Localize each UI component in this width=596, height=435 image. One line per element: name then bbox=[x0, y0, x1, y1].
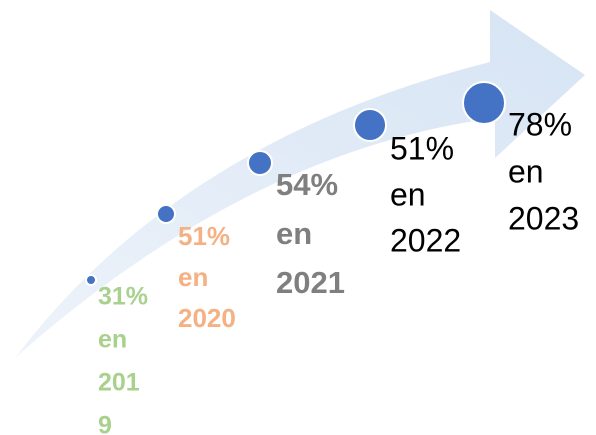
label-line: 51% bbox=[178, 221, 230, 251]
dot bbox=[156, 204, 176, 224]
label-line: 9 bbox=[98, 412, 112, 435]
label-line: 2022 bbox=[390, 222, 461, 258]
dot bbox=[85, 274, 97, 286]
arrow bbox=[15, 10, 585, 358]
label-line: en bbox=[178, 262, 208, 292]
dot bbox=[462, 81, 506, 125]
label-line: en bbox=[390, 176, 426, 212]
label-line: 2020 bbox=[178, 303, 236, 333]
dot bbox=[353, 108, 387, 142]
label-line: en bbox=[276, 216, 312, 251]
label-line: en bbox=[508, 153, 544, 189]
label-line: 31% bbox=[98, 283, 148, 311]
label-line: en bbox=[98, 326, 127, 354]
label-line: 78% bbox=[508, 106, 572, 142]
label-line: 2023 bbox=[508, 200, 579, 236]
label-line: 51% bbox=[390, 130, 454, 166]
label-line: 2021 bbox=[276, 265, 345, 300]
label-line: 201 bbox=[98, 369, 140, 397]
label-line: 54% bbox=[276, 167, 338, 202]
dot bbox=[247, 150, 273, 176]
